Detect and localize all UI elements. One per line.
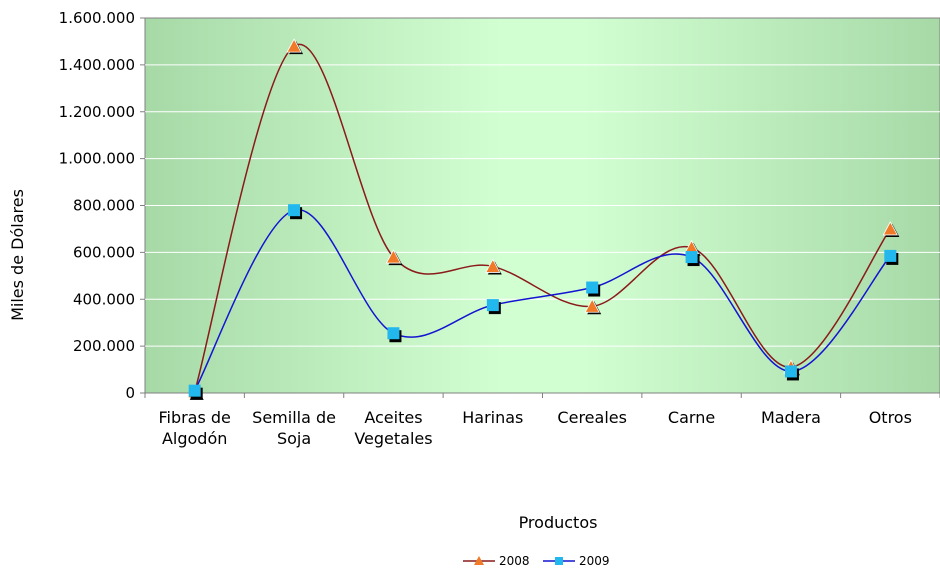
y-tick-label: 600.000 xyxy=(73,243,135,261)
data-point-2008 xyxy=(485,258,502,275)
y-tick-label: 200.000 xyxy=(73,337,135,355)
data-point-2009 xyxy=(188,384,203,400)
x-axis-title: Productos xyxy=(519,513,598,532)
data-point-2009 xyxy=(387,327,402,343)
legend-label: 2009 xyxy=(579,554,610,568)
data-point-2008 xyxy=(584,298,602,315)
x-tick-label: Fibras de Algodón xyxy=(158,408,230,448)
x-tick-label: Carne xyxy=(668,408,715,427)
series-line-2008 xyxy=(193,43,891,393)
data-point-2009 xyxy=(586,281,601,297)
x-tick-label: Cereales xyxy=(557,408,627,427)
legend-item-2009: 2009 xyxy=(543,554,610,568)
data-point-2009 xyxy=(884,249,899,265)
data-point-2009 xyxy=(486,299,501,315)
x-tick-label: Otros xyxy=(869,408,912,427)
y-tick-label: 1.200.000 xyxy=(59,103,135,121)
x-axis: Fibras de Algodón Semilla de Soja Aceites Veg… xyxy=(144,393,940,448)
y-tick-label: 1.000.000 xyxy=(59,150,135,168)
data-point-2009 xyxy=(784,365,799,381)
y-axis: 0 200.000 400.000 600.000 800.000 1.000.000 1.… xyxy=(59,9,145,402)
legend-label: 2008 xyxy=(499,554,530,568)
legend: 2008 2009 xyxy=(463,554,610,568)
legend-item-2008: 2008 xyxy=(463,554,530,568)
x-tick-label: Semilla de Soja xyxy=(252,408,336,448)
data-point-2009 xyxy=(288,204,303,220)
data-point-2008 xyxy=(286,38,304,55)
series-group xyxy=(187,38,900,400)
y-tick-label: 400.000 xyxy=(73,290,135,308)
x-tick-label: Harinas xyxy=(462,408,523,427)
x-tick-label: Aceites Vegetales xyxy=(354,408,432,448)
series-2009 xyxy=(188,204,899,400)
y-tick-label: 800.000 xyxy=(73,197,135,215)
x-tick-label: Madera xyxy=(761,408,821,427)
y-tick-label: 0 xyxy=(125,384,135,402)
data-point-2008 xyxy=(385,249,403,266)
y-tick-label: 1.600.000 xyxy=(59,9,135,27)
gridlines xyxy=(145,64,940,347)
data-point-2008 xyxy=(882,221,900,237)
data-point-2009 xyxy=(685,251,700,267)
y-axis-title: Miles de Dólares xyxy=(8,189,27,321)
y-tick-label: 1.400.000 xyxy=(59,56,135,74)
